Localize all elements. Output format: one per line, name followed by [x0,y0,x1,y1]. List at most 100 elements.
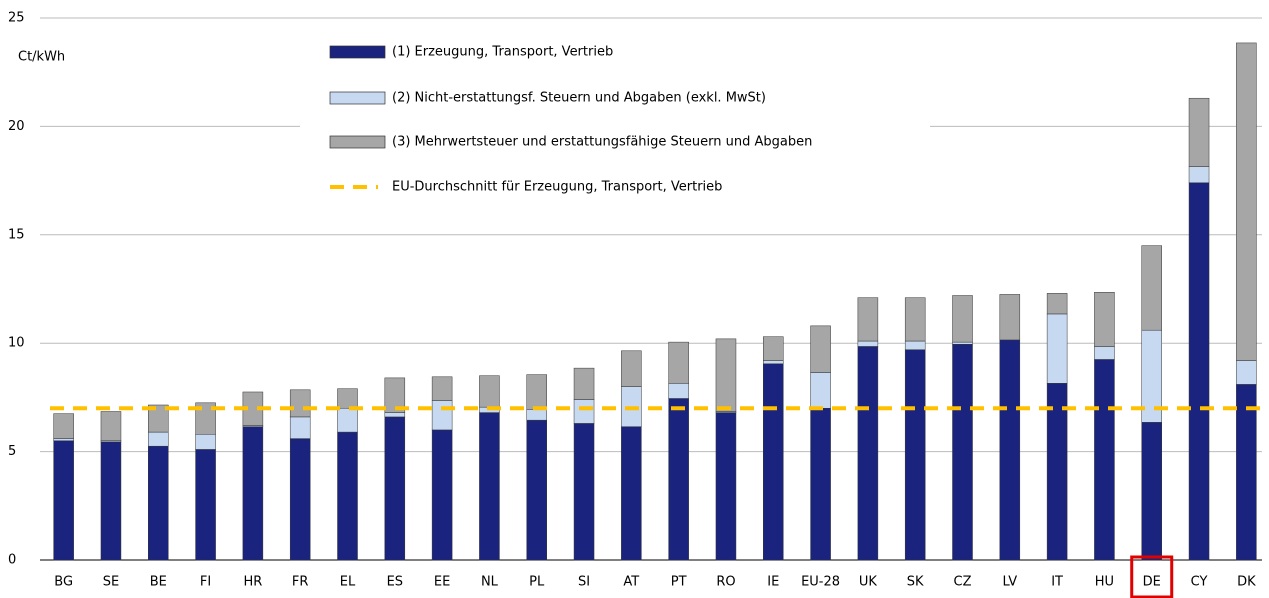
bar-segment [431,429,453,561]
bar-segment [337,407,358,433]
bar-segment [384,377,406,413]
bar-segment [431,400,453,431]
x-tick-label: SI [578,575,590,590]
bar-segment [573,399,595,424]
bar-segment [1094,292,1115,347]
legend-label: (1) Erzeugung, Transport, Vertrieb [392,45,613,60]
bar-segment [526,409,547,421]
legend-background [300,32,930,207]
bar-segment [952,344,973,561]
bar-segment [1046,313,1068,384]
bar-segment [289,389,311,418]
bar-segment [289,438,311,561]
bar-segment [337,431,358,561]
bar-segment [621,350,642,387]
legend-label: (2) Nicht-erstattungsf. Steuern und Abga… [392,91,766,106]
bar-segment [810,372,831,409]
y-tick-label: 25 [8,11,25,26]
x-tick-label: BG [54,575,73,590]
bar-segment [1141,245,1162,331]
legend-swatch [329,91,386,105]
bar-segment [715,338,737,412]
bar-segment [904,340,926,350]
x-tick-label: HU [1095,575,1114,590]
x-tick-label: UK [859,575,878,590]
bar-segment [1094,346,1115,360]
bar-segment [904,297,926,342]
bar-segment [1141,422,1162,561]
bar-segment [857,297,879,342]
bar-segment [289,416,311,439]
x-tick-label: LV [1002,575,1017,590]
bar-segment [857,340,879,347]
bar-segment [763,336,784,361]
bar-segment [1188,166,1210,184]
x-tick-label: EU-28 [801,575,840,590]
bar-segment [195,434,216,450]
bar-segment [715,412,737,561]
x-tick-label: RO [716,575,735,590]
x-tick-label: FI [200,575,211,590]
x-tick-label: EE [434,575,450,590]
x-tick-label: DK [1237,575,1256,590]
bar-segment [763,360,784,365]
x-tick-label: PT [671,575,687,590]
bar-segment [1188,97,1210,167]
bar-segment [53,413,74,439]
bar-segment [479,412,500,561]
bar-segment [999,339,1021,561]
bar-segment [1236,360,1257,385]
bar-segment [1046,293,1068,315]
highlight-box [1130,555,1174,598]
bar-segment [810,407,831,561]
bar-segment [1188,182,1210,561]
bar-segment [621,426,642,561]
bar-segment [526,374,547,410]
x-tick-label: AT [623,575,639,590]
bar-segment [952,295,973,343]
bar-segment [148,445,169,561]
x-tick-label: SE [103,575,119,590]
x-tick-label: HR [243,575,262,590]
bar-segment [573,423,595,561]
bar-segment [100,411,122,442]
legend-label: (3) Mehrwertsteuer und erstattungsfähige… [392,135,812,150]
bar-segment [195,402,216,435]
x-tick-label: SK [907,575,924,590]
bar-segment [195,449,216,561]
bar-segment [1094,359,1115,561]
bar-segment [857,346,879,561]
x-tick-label: DE [1143,575,1161,590]
legend-swatch [329,45,386,59]
bar-segment [1236,384,1257,561]
bar-segment [1236,42,1257,361]
legend-swatch [329,135,386,149]
y-tick-label: 15 [8,227,25,242]
bar-segment [810,325,831,373]
bar-segment [573,367,595,400]
bar-segment [242,426,264,561]
x-tick-label: CY [1191,575,1208,590]
bar-segment [763,363,784,561]
y-tick-label: 0 [8,553,16,568]
bar-segment [384,412,406,418]
bar-segment [53,438,74,442]
y-tick-label: 20 [8,119,25,134]
x-tick-label: ES [387,575,403,590]
bar-segment [148,431,169,447]
y-tick-label: 10 [8,336,25,351]
bar-segment [668,341,689,384]
x-tick-label: BE [150,575,167,590]
bar-segment [431,376,453,401]
x-tick-label: IE [767,575,779,590]
bar-segment [148,404,169,433]
x-tick-label: PL [529,575,545,590]
legend-label: EU-Durchschnitt für Erzeugung, Transport… [392,180,722,195]
y-tick-label: 5 [8,444,16,459]
bar-segment [479,375,500,408]
y-axis-label: Ct/kWh [18,50,65,65]
x-tick-label: FR [292,575,309,590]
x-tick-label: EL [340,575,356,590]
bar-segment [384,416,406,561]
